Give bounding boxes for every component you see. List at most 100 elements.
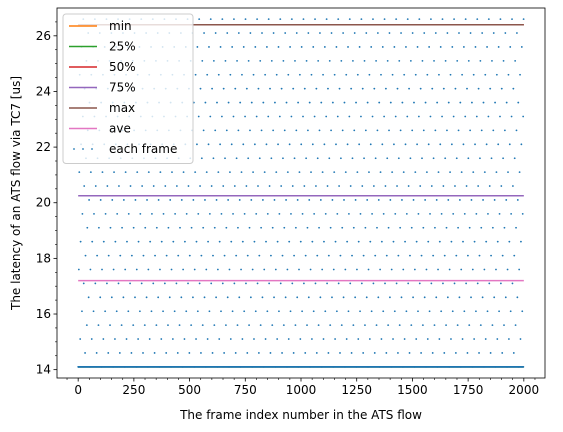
scatter-point <box>217 73 220 76</box>
scatter-point <box>350 87 353 90</box>
scatter-point <box>124 171 127 174</box>
scatter-point <box>271 324 274 327</box>
legend-label: 50% <box>109 60 136 74</box>
scatter-point <box>182 171 185 174</box>
scatter-point <box>352 324 355 327</box>
scatter-point <box>492 32 495 34</box>
scatter-point <box>219 143 222 146</box>
scatter-point <box>268 185 271 187</box>
scatter-point <box>363 157 365 160</box>
scatter-point <box>325 115 328 118</box>
scatter-point <box>271 226 274 229</box>
scatter-point <box>430 18 432 21</box>
scatter-point <box>322 338 325 340</box>
scatter-point <box>119 254 122 257</box>
scatter-point <box>487 212 489 215</box>
scatter-point <box>316 254 319 257</box>
scatter-point <box>456 324 459 327</box>
axes: 0 250 500 750 1000 1250 1500 1750 2000 14 16 18 20 22… <box>36 7 546 397</box>
scatter-point <box>168 296 171 299</box>
scatter-point <box>306 324 308 327</box>
legend-label: 25% <box>109 40 136 54</box>
scatter-point <box>287 73 290 76</box>
scatter-point <box>389 199 392 201</box>
scatter-point <box>413 268 416 271</box>
scatter-point <box>159 268 161 271</box>
scatter-point <box>439 46 442 48</box>
scatter-point <box>79 338 82 340</box>
scatter-point <box>264 338 267 340</box>
scatter-point <box>433 59 435 62</box>
scatter-point <box>358 143 361 146</box>
scatter-point <box>453 18 455 21</box>
scatter-point <box>503 324 505 327</box>
scatter-point <box>435 199 438 201</box>
scatter-point <box>473 338 476 340</box>
scatter-point <box>341 226 344 229</box>
scatter-point <box>509 310 512 313</box>
scatter-point <box>277 46 280 48</box>
scatter-point <box>411 32 414 34</box>
scatter-point <box>266 212 269 215</box>
scatter-point <box>349 282 352 285</box>
scatter-point <box>261 32 263 34</box>
scatter-point <box>423 296 426 299</box>
scatter-point <box>331 199 334 201</box>
scatter-point <box>388 129 390 132</box>
scatter-point <box>499 282 502 285</box>
scatter-point <box>459 101 462 104</box>
scatter-point <box>416 143 418 146</box>
scatter-point <box>522 115 525 118</box>
scatter-point <box>379 171 382 174</box>
scatter-point <box>372 18 374 21</box>
scatter-point <box>255 115 258 118</box>
scatter-point <box>245 87 248 90</box>
scatter-point <box>359 212 362 215</box>
scatter-point <box>372 282 375 285</box>
scatter-point <box>187 185 190 187</box>
scatter-point <box>278 310 280 313</box>
scatter-point <box>483 268 486 271</box>
scatter-point <box>504 296 507 299</box>
scatter-point <box>248 226 251 229</box>
scatter-point <box>170 268 173 271</box>
scatter-point <box>257 185 259 187</box>
scatter-point <box>319 199 322 201</box>
scatter-point <box>410 226 413 229</box>
scatter-point <box>414 73 417 76</box>
scatter-point <box>245 282 247 285</box>
scatter-point <box>204 101 207 104</box>
scatter-point <box>263 171 266 174</box>
scatter-point <box>351 254 353 257</box>
scatter-point <box>375 324 378 327</box>
scatter-point <box>520 240 522 243</box>
y-tick-label: 20 <box>36 196 51 210</box>
scatter-point <box>84 352 86 354</box>
scatter-point <box>292 87 295 90</box>
scatter-point <box>487 18 490 21</box>
scatter-point <box>458 199 461 201</box>
scatter-point <box>229 338 232 340</box>
scatter-point <box>449 73 452 76</box>
scatter-point <box>510 212 513 215</box>
scatter-point <box>405 212 408 215</box>
scatter-point <box>218 338 221 340</box>
scatter-point <box>294 226 297 229</box>
scatter-point <box>225 324 227 327</box>
scatter-point <box>481 296 484 299</box>
scatter-point <box>321 268 324 271</box>
scatter-point <box>406 115 409 118</box>
scatter-point <box>365 296 368 299</box>
scatter-point <box>337 18 340 21</box>
scatter-point <box>496 338 499 340</box>
scatter-point <box>160 338 163 340</box>
scatter-point <box>205 171 208 174</box>
scatter-point <box>262 101 265 104</box>
scatter-point <box>326 185 329 187</box>
scatter-point <box>293 254 295 257</box>
scatter-point <box>342 32 345 34</box>
scatter-point <box>330 129 332 132</box>
legend-swatch-dot <box>82 148 84 150</box>
scatter-point <box>208 310 211 313</box>
scatter-point <box>421 324 424 327</box>
